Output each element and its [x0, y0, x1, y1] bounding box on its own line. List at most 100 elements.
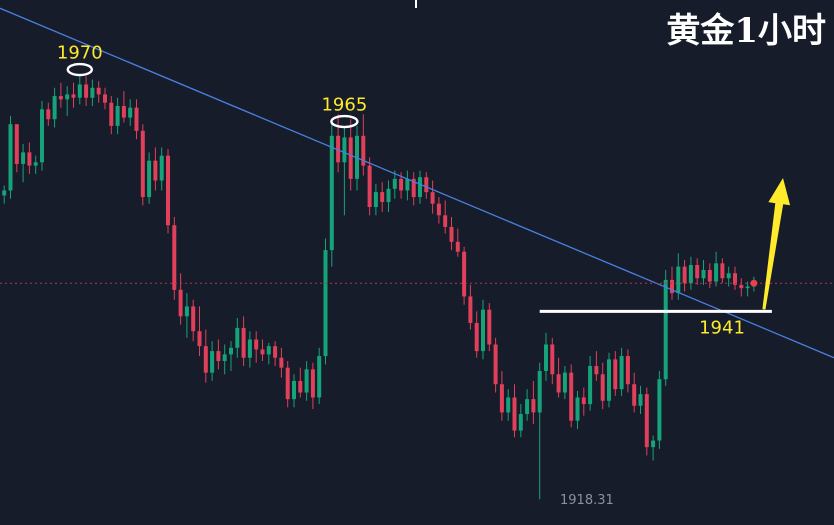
candle-body — [178, 289, 183, 317]
candle-body — [2, 190, 7, 196]
candles-group — [2, 74, 756, 500]
candle-body — [569, 372, 574, 421]
candle-body — [493, 344, 498, 385]
candle-body — [153, 160, 158, 181]
candle-body — [140, 130, 145, 198]
candle-body — [147, 160, 152, 198]
label-1965: 1965 — [321, 95, 367, 116]
candle-body — [556, 374, 561, 393]
candle-body — [657, 379, 662, 441]
candle-body — [550, 344, 555, 375]
up-arrow — [762, 178, 791, 310]
candle-body — [77, 84, 82, 98]
candle-body — [575, 397, 580, 421]
candle-body — [707, 269, 712, 282]
candle-body — [688, 264, 693, 284]
candle-body — [745, 286, 750, 289]
candle-body — [455, 241, 460, 252]
candle-body — [254, 339, 259, 350]
candle-body — [392, 178, 397, 189]
label-1970: 1970 — [57, 43, 103, 64]
candle-body — [726, 273, 731, 279]
candle-body — [235, 327, 240, 348]
candle-body — [292, 380, 296, 400]
candle-body — [58, 96, 63, 100]
candle-body — [121, 105, 126, 118]
candle-body — [537, 370, 542, 413]
candle-body — [229, 347, 233, 355]
candle-body — [184, 306, 189, 317]
candle-body — [436, 203, 441, 216]
candle-body — [241, 327, 246, 358]
candle-body — [40, 109, 44, 163]
candle-body — [46, 109, 51, 120]
candle-body — [682, 266, 687, 284]
candle-body — [386, 188, 391, 203]
candle-body — [380, 192, 385, 203]
candle-body — [651, 440, 656, 448]
candle-body — [676, 266, 681, 294]
candle-body — [418, 177, 422, 198]
candle-body — [739, 284, 744, 289]
candle-body — [581, 397, 586, 405]
candle-body — [304, 369, 309, 393]
candle-body — [481, 309, 485, 352]
candle-body — [625, 356, 630, 385]
candle-body — [588, 366, 593, 405]
high-1970-ellipse — [66, 62, 94, 77]
candle-body — [525, 399, 530, 415]
candle-body — [8, 124, 13, 191]
candle-body — [21, 152, 26, 164]
candle-body — [531, 399, 536, 413]
candle-body — [33, 162, 38, 166]
candle-body — [720, 263, 725, 279]
candle-body — [285, 367, 290, 400]
candle-body — [499, 384, 504, 413]
candle-body — [310, 369, 315, 398]
candle-body — [166, 155, 170, 226]
candle-body — [298, 380, 303, 393]
candle-body — [663, 279, 668, 380]
candle-body — [210, 351, 215, 373]
candle-body — [518, 414, 523, 431]
candle-body — [594, 366, 599, 375]
candle-body — [96, 87, 101, 95]
candle-body — [512, 397, 517, 431]
candle-body — [203, 346, 208, 373]
candle-body — [619, 356, 624, 390]
candle-body — [506, 397, 511, 413]
candle-body — [714, 263, 719, 282]
candle-body — [424, 177, 429, 193]
candle-body — [191, 306, 196, 332]
candle-body — [27, 152, 32, 166]
candle-body — [462, 251, 467, 297]
candle-body — [348, 137, 353, 179]
candle-body — [544, 344, 548, 371]
candle-body — [65, 94, 70, 100]
label-1941: 1941 — [699, 317, 745, 338]
current-price-marker — [750, 279, 758, 287]
candle-body — [562, 372, 567, 393]
candle-body — [260, 349, 265, 355]
candle-body — [405, 178, 410, 191]
candle-body — [670, 279, 674, 294]
candle-body — [128, 107, 133, 118]
candle-body — [266, 346, 271, 355]
chart-title: 黄金1小时 — [666, 11, 826, 51]
candle-body — [109, 102, 114, 126]
candle-body — [172, 225, 177, 290]
candle-body — [411, 178, 416, 198]
candle-body — [443, 215, 448, 227]
candle-body — [279, 357, 284, 368]
candle-body — [90, 87, 95, 98]
candle-body — [644, 394, 649, 448]
candle-body — [468, 296, 473, 323]
candle-body — [638, 394, 643, 406]
high-1965-ellipse — [330, 114, 359, 129]
candle-body — [399, 178, 404, 191]
candle-body — [367, 165, 372, 208]
candle-body — [361, 135, 366, 166]
candle-body — [373, 192, 378, 208]
